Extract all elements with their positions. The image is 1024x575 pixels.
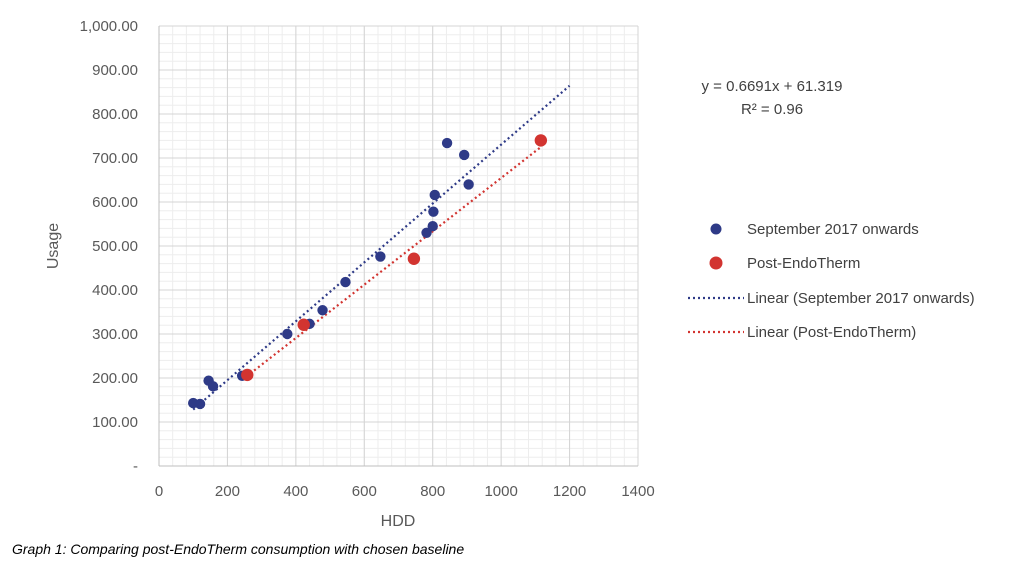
x-tick-labels: 0 200 400 600 800 1000 1200 1400 <box>155 483 655 500</box>
point-september-2017-onwards <box>194 398 206 410</box>
legend-post-endotherm: Post-EndoTherm <box>709 255 860 272</box>
y-tick-label: 800.00 <box>92 106 138 123</box>
point-september-2017-onwards <box>375 251 386 262</box>
x-tick-label: 0 <box>155 483 163 500</box>
point-september-2017-onwards <box>317 305 328 316</box>
data-points <box>188 134 548 410</box>
y-tick-label: 600.00 <box>92 194 138 211</box>
y-tick-label: 500.00 <box>92 238 138 255</box>
x-tick-label: 200 <box>215 483 240 500</box>
x-tick-label: 1200 <box>553 483 586 500</box>
figure-caption: Graph 1: Comparing post-EndoTherm consum… <box>12 541 465 557</box>
axes <box>158 26 638 467</box>
y-tick-label: 900.00 <box>92 62 138 79</box>
legend-september-2017-onwards-marker <box>710 223 722 235</box>
y-tick-label: 400.00 <box>92 282 138 299</box>
major-gridlines <box>158 25 639 467</box>
trendline-r-squared: R² = 0.96 <box>741 101 803 118</box>
legend-linear-post-endotherm-label: Linear (Post-EndoTherm) <box>747 324 916 341</box>
trendline-equation: y = 0.6691x + 61.319 <box>702 78 843 95</box>
point-september-2017-onwards <box>441 137 453 149</box>
legend-post-endotherm-marker <box>709 256 723 270</box>
y-tick-label: 1,000.00 <box>80 18 138 35</box>
trendline-september-2017-onwards <box>192 84 571 411</box>
x-tick-label: 600 <box>352 483 377 500</box>
point-september-2017-onwards <box>340 276 351 288</box>
point-september-2017-onwards <box>463 179 474 190</box>
legend-linear-post-endotherm: Linear (Post-EndoTherm) <box>688 324 916 341</box>
y-tick-labels: - 100.00 200.00 300.00 400.00 500.00 600.00 700… <box>80 18 138 475</box>
y-tick-label: 700.00 <box>92 150 138 167</box>
point-september-2017-onwards <box>429 189 440 201</box>
y-tick-label: 100.00 <box>92 414 138 431</box>
point-september-2017-onwards <box>207 381 219 392</box>
legend-september-2017-onwards: September 2017 onwards <box>710 221 919 238</box>
y-axis-title: Usage <box>45 223 62 269</box>
legend: September 2017 onwards Post-EndoTherm Line… <box>688 221 975 341</box>
x-tick-label: 1400 <box>621 483 654 500</box>
point-september-2017-onwards <box>428 206 439 217</box>
point-post-endotherm <box>297 318 310 331</box>
x-tick-label: 400 <box>283 483 308 500</box>
x-tick-label: 1000 <box>484 483 517 500</box>
y-tick-label: 200.00 <box>92 370 138 387</box>
point-post-endotherm <box>241 368 254 382</box>
legend-linear-september-2017-onwards: Linear (September 2017 onwards) <box>688 290 975 307</box>
y-tick-label: 300.00 <box>92 326 138 343</box>
point-september-2017-onwards <box>458 149 470 161</box>
legend-september-2017-onwards-label: September 2017 onwards <box>747 221 919 238</box>
y-tick-label: - <box>133 458 138 475</box>
legend-post-endotherm-label: Post-EndoTherm <box>747 255 860 272</box>
trendlines <box>192 84 571 411</box>
x-axis-title: HDD <box>381 513 416 530</box>
point-post-endotherm <box>534 134 548 147</box>
point-september-2017-onwards <box>427 221 438 232</box>
point-september-2017-onwards <box>282 328 293 340</box>
point-post-endotherm <box>407 252 421 265</box>
x-tick-label: 800 <box>420 483 445 500</box>
point-september-2017-onwards <box>421 227 432 238</box>
legend-linear-september-2017-onwards-label: Linear (September 2017 onwards) <box>747 290 975 307</box>
trendline-post-endotherm <box>245 146 542 378</box>
